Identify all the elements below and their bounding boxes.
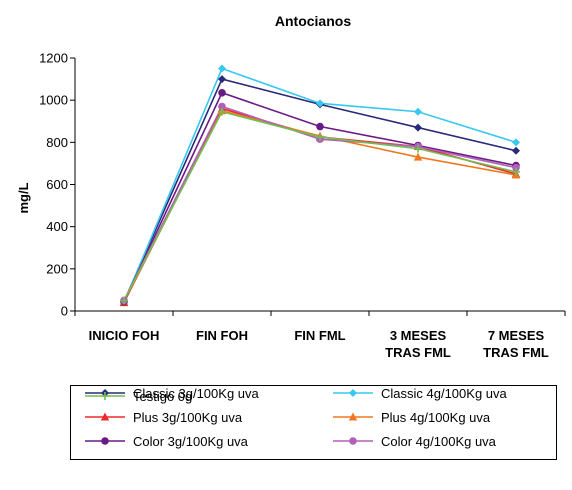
y-tick-label: 200	[46, 261, 68, 276]
data-point	[512, 163, 520, 172]
y-tick-label: 400	[46, 219, 68, 234]
legend-swatch	[85, 412, 125, 421]
legend-swatch	[85, 392, 125, 400]
legend-item: Color 4g/100Kg uva	[333, 431, 496, 451]
legend-item: Testigo 0g	[85, 386, 192, 406]
x-tick-label: FIN FOH	[196, 328, 248, 343]
data-point	[218, 64, 226, 73]
y-tick-label: 1200	[39, 51, 68, 66]
data-point	[218, 75, 226, 84]
data-point	[120, 296, 128, 305]
legend-marker	[348, 412, 358, 421]
y-tick-label: 800	[46, 135, 68, 150]
y-tick-label: 600	[46, 177, 68, 192]
legend-label: Classic 3g/100Kg uva	[133, 385, 259, 401]
data-point	[316, 122, 324, 131]
legend-marker	[349, 437, 357, 445]
x-tick-label: FIN FML	[294, 328, 345, 343]
series-line	[123, 78, 517, 302]
legend-label: Testigo 0g	[133, 388, 193, 404]
data-point	[413, 152, 423, 161]
legend-label: Color 4g/100Kg uva	[381, 433, 496, 449]
legend-item: Classic 3g/100Kg uva	[85, 383, 259, 403]
y-axis-label: mg/L	[16, 182, 31, 213]
legend-marker	[349, 389, 357, 397]
data-point	[218, 107, 226, 116]
legend-item: Plus 3g/100Kg uva	[85, 407, 242, 427]
data-point	[414, 107, 422, 116]
legend-marker	[101, 437, 109, 445]
x-tick-label: TRAS FML	[385, 345, 451, 360]
legend-item: Color 3g/100Kg uva	[85, 431, 248, 451]
legend-label: Plus 3g/100Kg uva	[133, 409, 243, 425]
data-point	[414, 144, 422, 153]
y-tick-label: 1000	[39, 93, 68, 108]
x-tick-label: 7 MESES	[488, 328, 545, 343]
data-point	[414, 123, 422, 132]
legend-label: Color 3g/100Kg uva	[133, 433, 248, 449]
legend-item: Classic 4g/100Kg uva	[333, 383, 507, 403]
data-point	[512, 138, 520, 147]
data-point	[218, 88, 226, 97]
data-point	[512, 146, 520, 155]
data-point	[316, 99, 324, 108]
legend-marker	[100, 412, 110, 421]
line-chart: Antocianos mg/L 0 200 400 600 800 1000 1200 INI…	[16, 13, 566, 360]
legend-marker	[101, 392, 109, 400]
legend-swatch	[85, 437, 125, 445]
legend-label: Plus 4g/100Kg uva	[381, 409, 491, 425]
legend-label: Classic 4g/100Kg uva	[381, 385, 507, 401]
legend-swatch	[333, 389, 373, 397]
data-point	[218, 102, 226, 111]
data-point	[316, 133, 324, 142]
chart-legend: Classic 3g/100Kg uva Classic 4g/100Kg uva…	[70, 385, 557, 460]
legend-swatch	[333, 437, 373, 445]
x-tick-label: TRAS FML	[483, 345, 549, 360]
legend-swatch	[333, 412, 373, 421]
x-tick-label: 3 MESES	[390, 328, 447, 343]
y-tick-label: 0	[61, 304, 68, 319]
x-tick-label: INICIO FOH	[89, 328, 160, 343]
data-point	[512, 167, 520, 176]
chart-title: Antocianos	[275, 13, 351, 29]
legend-item: Plus 4g/100Kg uva	[333, 407, 490, 427]
